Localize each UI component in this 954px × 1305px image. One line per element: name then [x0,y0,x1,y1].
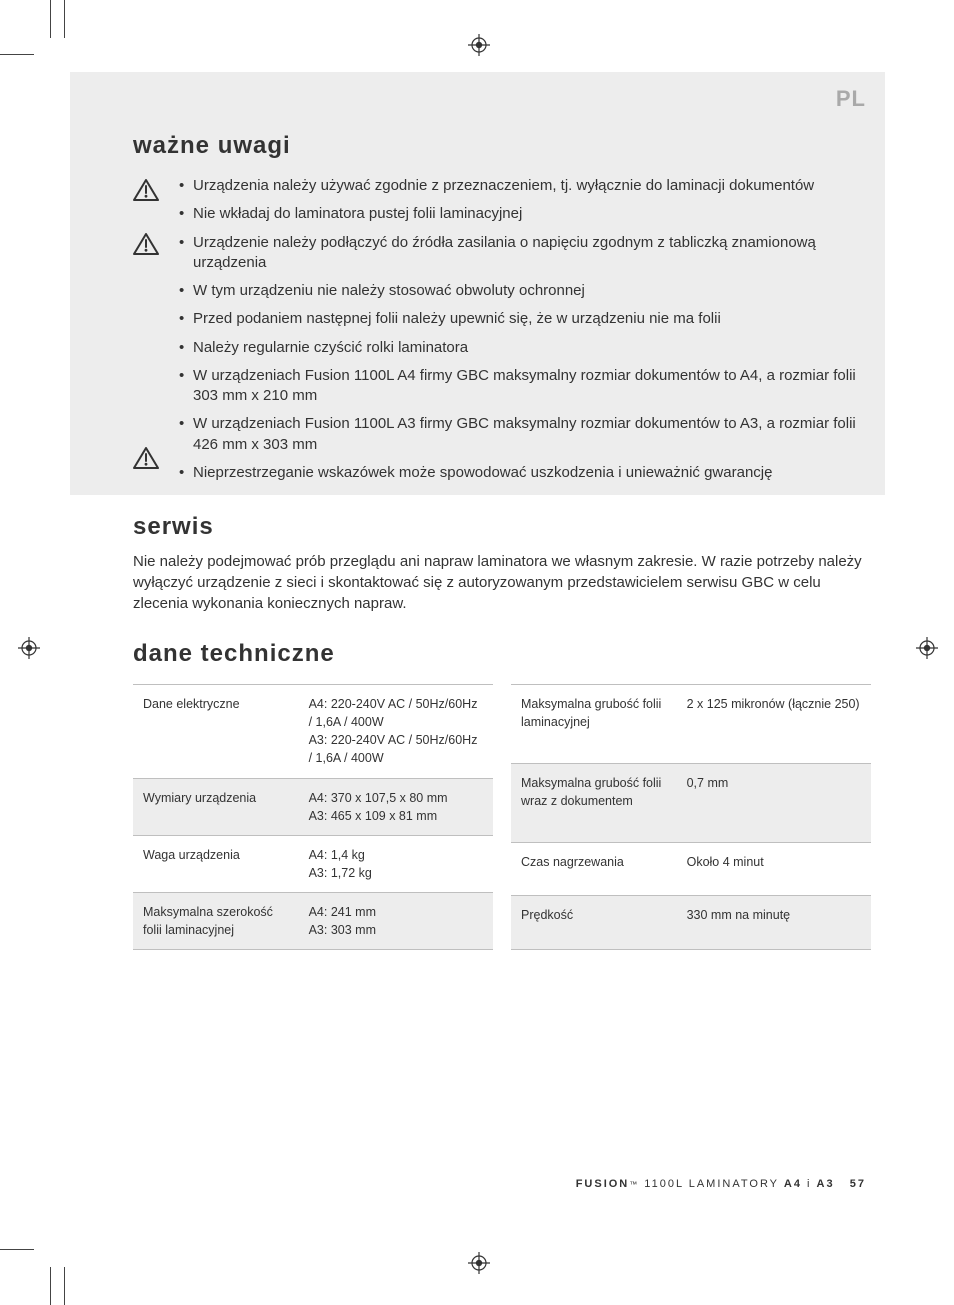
spec-value: 2 x 125 mikronów (łącznie 250) [677,685,871,764]
table-row: Dane elektryczneA4: 220-240V AC / 50Hz/6… [133,685,493,779]
spec-label: Maksymalna szerokość folii laminacyjnej [133,893,299,950]
spec-value: A4: 370 x 107,5 x 80 mm A3: 465 x 109 x … [299,778,493,835]
spec-label: Dane elektryczne [133,685,299,779]
note-item: Urządzenie należy podłączyć do źródła za… [179,233,873,274]
service-paragraph: Nie należy podejmować prób przeglądu ani… [133,551,873,614]
table-row: Maksymalna szerokość folii laminacyjnejA… [133,893,493,950]
crop-mark [0,54,34,55]
table-row: Prędkość330 mm na minutę [511,896,871,950]
table-row: Maksymalna grubość folii wraz z dokument… [511,763,871,842]
crop-mark [50,1267,51,1305]
heading-tech-specs: dane techniczne [133,640,873,668]
language-code: PL [836,86,866,112]
note-item: W urządzeniach Fusion 1100L A4 firmy GBC… [179,366,873,407]
page-footer: FUSION™ 1100L LAMINATORY A4 i A3 57 [576,1178,866,1190]
table-row: Wymiary urządzeniaA4: 370 x 107,5 x 80 m… [133,778,493,835]
table-row: Czas nagrzewaniaOkoło 4 minut [511,842,871,896]
crop-mark [50,0,51,38]
registration-mark-icon [18,637,40,659]
registration-mark-icon [916,637,938,659]
spec-value: A4: 1,4 kg A3: 1,72 kg [299,835,493,892]
note-item: W tym urządzeniu nie należy stosować obw… [179,281,873,301]
footer-tm: ™ [629,1180,639,1189]
spec-label: Czas nagrzewania [511,842,677,896]
note-item: Przed podaniem następnej folii należy up… [179,309,873,329]
heading-service: serwis [133,513,873,541]
spec-value: 0,7 mm [677,763,871,842]
note-item: W urządzeniach Fusion 1100L A3 firmy GBC… [179,414,873,455]
footer-model: 1100L LAMINATORY [639,1178,784,1190]
note-item: Nie wkładaj do laminatora pustej folii l… [179,204,873,224]
spec-value: 330 mm na minutę [677,896,871,950]
spec-label: Maksymalna grubość folii wraz z dokument… [511,763,677,842]
footer-size-a4: A4 [784,1178,802,1190]
footer-size-a3: A3 [817,1178,835,1190]
registration-mark-icon [468,34,490,56]
spec-label: Waga urządzenia [133,835,299,892]
crop-mark [0,1249,34,1250]
spec-label: Prędkość [511,896,677,950]
spec-label: Wymiary urządzenia [133,778,299,835]
section-important-notes: ważne uwagi Urządzenia należy używać zgo… [133,132,873,491]
table-row: Maksymalna grubość folii laminacyjnej2 x… [511,685,871,764]
section-tech-specs: dane techniczne Dane elektryczneA4: 220-… [133,640,873,950]
note-item: Urządzenia należy używać zgodnie z przez… [179,176,873,196]
footer-brand: FUSION [576,1178,630,1190]
heading-important-notes: ważne uwagi [133,132,873,160]
note-item: Nieprzestrzeganie wskazówek może spowodo… [179,463,873,483]
registration-mark-icon [468,1252,490,1274]
spec-label: Maksymalna grubość folii laminacyjnej [511,685,677,764]
spec-value: A4: 220-240V AC / 50Hz/60Hz / 1,6A / 400… [299,685,493,779]
specs-table-right: Maksymalna grubość folii laminacyjnej2 x… [511,684,871,950]
spec-value: A4: 241 mm A3: 303 mm [299,893,493,950]
footer-page-number: 57 [850,1178,866,1190]
crop-mark [64,0,65,38]
crop-mark [64,1267,65,1305]
notes-list: Urządzenia należy używać zgodnie z przez… [179,176,873,483]
footer-sep: i [802,1178,817,1190]
table-row: Waga urządzeniaA4: 1,4 kg A3: 1,72 kg [133,835,493,892]
section-service: serwis Nie należy podejmować prób przegl… [133,513,873,614]
spec-value: Około 4 minut [677,842,871,896]
note-item: Należy regularnie czyścić rolki laminato… [179,338,873,358]
specs-table-left: Dane elektryczneA4: 220-240V AC / 50Hz/6… [133,684,493,950]
